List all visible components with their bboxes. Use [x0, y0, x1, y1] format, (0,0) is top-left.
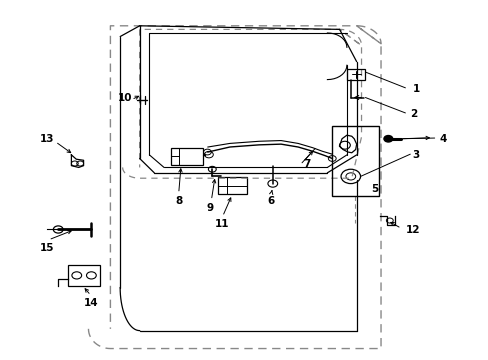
Text: 2: 2 [409, 109, 417, 119]
Text: 15: 15 [40, 243, 54, 253]
Bar [331, 126, 378, 196]
Text: 6: 6 [267, 196, 274, 206]
Text: 1: 1 [412, 84, 419, 94]
Text: 10: 10 [118, 93, 132, 103]
Text: 3: 3 [412, 150, 419, 160]
Bar [346, 69, 365, 80]
Text: 5: 5 [370, 184, 378, 194]
Text: 14: 14 [83, 298, 98, 309]
Text: 8: 8 [175, 196, 182, 206]
Text: 11: 11 [215, 220, 229, 229]
Bar [68, 265, 100, 286]
Bar [217, 177, 246, 194]
Text: 12: 12 [405, 225, 419, 235]
Circle shape [383, 135, 392, 142]
Bar [171, 148, 203, 165]
Text: 13: 13 [40, 134, 54, 144]
Text: 9: 9 [206, 203, 213, 213]
Text: 4: 4 [439, 134, 446, 144]
Text: 7: 7 [303, 159, 310, 169]
